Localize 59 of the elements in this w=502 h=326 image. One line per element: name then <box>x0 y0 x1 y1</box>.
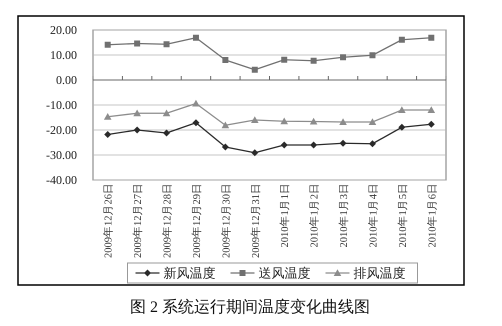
point <box>428 120 435 128</box>
caption: 图 2 系统运行期间温度变化曲线图 <box>130 298 370 316</box>
y-tick-label: -40.00 <box>46 173 77 188</box>
point <box>134 126 141 134</box>
point <box>250 116 259 123</box>
point <box>251 149 258 156</box>
y-tick-label: 20.00 <box>50 23 77 38</box>
point <box>398 106 406 113</box>
point <box>192 34 199 41</box>
point <box>164 41 170 48</box>
point <box>368 140 376 148</box>
x-tick-label: 2010年1月5日 <box>396 183 409 248</box>
point <box>222 57 228 63</box>
point <box>340 140 347 147</box>
point <box>340 54 346 60</box>
y-tick-label: -10.00 <box>46 98 77 112</box>
point <box>428 34 434 41</box>
x-tick-label: 2010年1月1日 <box>279 183 292 248</box>
x-tick-label: 2010年1月3日 <box>338 183 350 248</box>
x-tick-label: 2010年1月4日 <box>367 183 380 248</box>
x-tick-label: 2010年1月2日 <box>308 183 321 248</box>
x-tick-label: 2009年12月26日 <box>102 183 115 258</box>
y-tick-label: -30.00 <box>46 148 77 162</box>
point <box>222 144 229 150</box>
point <box>162 109 170 116</box>
point <box>339 118 347 125</box>
point <box>398 36 405 43</box>
point <box>398 124 406 131</box>
point <box>252 66 258 73</box>
x-tick-label: 2009年12月30日 <box>220 183 232 258</box>
legend-label: 送风温度 <box>258 266 310 281</box>
legend-label: 排风温度 <box>354 266 406 281</box>
point <box>281 56 288 63</box>
point <box>104 131 112 138</box>
x-tick-label: 2009年12月31日 <box>250 183 262 258</box>
point <box>280 117 288 124</box>
point <box>163 130 170 136</box>
y-tick-label: -20.00 <box>46 123 77 138</box>
point <box>310 58 317 64</box>
x-tick-label: 2010年1月6日 <box>426 183 438 248</box>
point <box>133 109 141 116</box>
point <box>104 112 112 120</box>
point <box>192 119 200 126</box>
point <box>427 106 436 113</box>
x-tick-label: 2009年12月27日 <box>132 183 144 258</box>
point <box>369 52 376 58</box>
y-tick-label: 0.00 <box>56 73 77 88</box>
point <box>310 142 318 148</box>
y-tick-label: 10.00 <box>50 48 77 62</box>
point <box>368 118 376 125</box>
point <box>222 121 230 128</box>
point <box>104 42 111 48</box>
point <box>280 142 288 148</box>
point <box>192 100 200 106</box>
point <box>134 40 140 46</box>
x-tick-label: 2009年12月29日 <box>190 183 203 258</box>
point <box>310 118 318 124</box>
x-tick-label: 2009年12月28日 <box>162 183 174 258</box>
legend-label: 新风温度 <box>164 266 216 281</box>
